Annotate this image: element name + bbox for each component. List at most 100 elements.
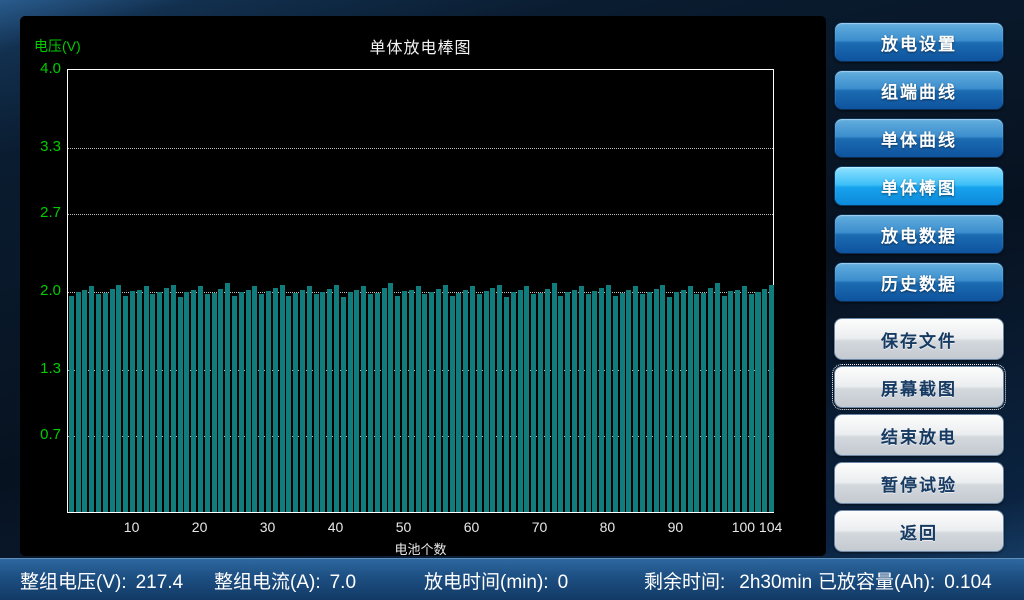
cell-voltage-bar (401, 291, 407, 512)
cell-voltage-bar (286, 295, 292, 512)
cell-voltage-bar (340, 296, 346, 512)
cell-voltage-bar (653, 288, 659, 512)
cell-voltage-bar (769, 284, 775, 512)
nav-button-label: 单体曲线 (881, 130, 957, 150)
cell-voltage-bar (415, 285, 421, 512)
cell-voltage-bar (279, 284, 285, 512)
y-axis-name: 电压(V) (34, 38, 81, 54)
nav-button-cell-curve[interactable]: 单体曲线 (834, 118, 1004, 158)
cell-voltage-bar (306, 285, 312, 512)
cell-voltage-bar (334, 284, 340, 512)
action-button-screenshot[interactable]: 屏幕截图 (832, 364, 1006, 410)
cell-voltage-bar (592, 291, 598, 512)
cell-voltage-bar (429, 292, 435, 512)
nav-button-group-terminal-curve[interactable]: 组端曲线 (834, 70, 1004, 110)
status-remaining-time: 剩余时间: 2h30min (644, 572, 813, 593)
cell-voltage-bar (116, 284, 122, 512)
cell-voltage-bar (313, 294, 319, 512)
action-button-return[interactable]: 返回 (834, 510, 1004, 552)
cell-voltage-bar (102, 293, 108, 512)
y-tick-label: 0.7 (40, 426, 61, 444)
cell-voltage-bar (252, 285, 258, 512)
cell-voltage-bar (293, 293, 299, 512)
cell-voltage-bar (728, 291, 734, 512)
nav-button-discharge-settings[interactable]: 放电设置 (834, 22, 1004, 62)
cell-voltage-bar (673, 292, 679, 512)
cell-voltage-bar (571, 290, 577, 512)
cell-voltage-bar (497, 284, 503, 512)
cell-voltage-bar (524, 285, 530, 512)
cell-voltage-bar (388, 283, 394, 512)
cell-voltage-bar (259, 294, 265, 512)
cell-voltage-bar (544, 288, 550, 512)
cell-voltage-bar (755, 292, 761, 512)
action-button-end-discharge[interactable]: 结束放电 (834, 414, 1004, 456)
nav-button-history-data[interactable]: 历史数据 (834, 262, 1004, 302)
cell-voltage-bar (517, 290, 523, 512)
bar-chart-plot-area (67, 69, 775, 513)
x-tick-label: 80 (599, 519, 616, 535)
cell-voltage-bar (646, 292, 652, 512)
cell-voltage-bar (449, 295, 455, 512)
cell-voltage-bar (490, 287, 496, 512)
x-tick-label: 100 (731, 519, 756, 535)
gridline (68, 147, 773, 149)
cell-voltage-bar (442, 284, 448, 512)
x-axis-name: 电池个数 (394, 542, 447, 557)
x-tick-label: 104 (758, 519, 783, 535)
cell-voltage-bar (680, 290, 686, 512)
cell-voltage-bar (626, 290, 632, 512)
cell-voltage-bar (660, 284, 666, 512)
cell-voltage-bar (483, 291, 489, 512)
action-button-label: 结束放电 (881, 427, 957, 447)
cell-voltage-bar (327, 288, 333, 512)
x-tick-label: 10 (123, 519, 140, 535)
cell-voltage-bar (361, 285, 367, 512)
action-button-save-file[interactable]: 保存文件 (834, 318, 1004, 360)
cell-voltage-bar (204, 294, 210, 512)
x-tick-label: 50 (395, 519, 412, 535)
cell-voltage-bar (510, 292, 516, 512)
cell-voltage-bar (198, 285, 204, 512)
nav-button-label: 放电数据 (881, 226, 957, 246)
y-tick-label: 2.0 (40, 282, 61, 299)
nav-button-label: 历史数据 (881, 274, 957, 294)
cell-voltage-bar (721, 295, 727, 512)
cell-voltage-bar (354, 290, 360, 512)
y-tick-label: 1.3 (40, 359, 61, 377)
cell-voltage-bar (150, 294, 156, 512)
cell-voltage-bar (503, 296, 509, 512)
cell-voltage-bar (707, 287, 713, 512)
cell-voltage-bar (456, 293, 462, 512)
y-tick-label: 4.0 (40, 60, 61, 77)
nav-button-discharge-data[interactable]: 放电数据 (834, 214, 1004, 254)
cell-voltage-bar (184, 292, 190, 512)
cell-voltage-bar (136, 290, 142, 512)
cell-voltage-bar (272, 287, 278, 512)
cell-voltage-bar (75, 292, 81, 512)
cell-voltage-bar (687, 285, 693, 512)
cell-voltage-bar (605, 284, 611, 512)
nav-button-cell-bar-chart-active[interactable]: 单体棒图 (834, 166, 1004, 206)
cell-voltage-bar (89, 285, 95, 512)
cell-voltage-bar (191, 290, 197, 512)
cell-voltage-bar (585, 294, 591, 512)
cell-voltage-bar (266, 291, 272, 512)
gridline (68, 214, 773, 216)
status-total-voltage: 整组电压(V): 217.4 (20, 572, 184, 593)
cell-voltage-bar (374, 293, 380, 512)
sidebar: 放电设置 组端曲线 单体曲线 单体棒图 放电数据 历史数据 保存文件 屏幕截图 … (832, 0, 1006, 600)
x-tick-label: 90 (667, 519, 684, 535)
cell-voltage-bar (368, 294, 374, 512)
nav-button-label: 单体棒图 (881, 178, 957, 198)
cell-voltage-bar (667, 296, 673, 512)
action-button-pause-test[interactable]: 暂停试验 (834, 462, 1004, 504)
chart-panel: 电压(V) 单体放电棒图 4.0 3.3 2.7 2.0 1.3 0.7 10 20 30 40… (20, 16, 826, 557)
cell-voltage-bar (170, 284, 176, 512)
cell-voltage-bar (395, 295, 401, 512)
cell-voltage-bar (422, 294, 428, 512)
cell-voltage-bar (463, 290, 469, 512)
cell-voltage-bar (619, 293, 625, 512)
cell-voltage-bar (218, 288, 224, 512)
cell-voltage-bar (565, 292, 571, 512)
